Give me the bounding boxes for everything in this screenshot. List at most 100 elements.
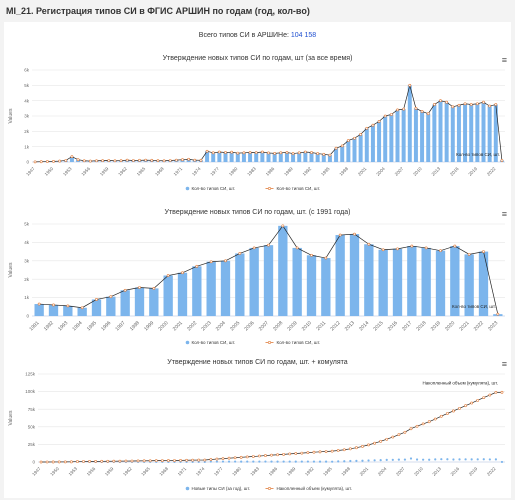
y-tick-label: 2k	[24, 129, 30, 134]
line-point	[439, 99, 442, 103]
yearly-point	[240, 460, 243, 463]
line-point	[123, 288, 127, 292]
x-tick-label: 1998	[129, 320, 141, 332]
x-tick-label: 1965	[136, 166, 147, 177]
yearly-point	[385, 458, 388, 461]
line-point	[316, 152, 320, 155]
yearly-point	[331, 460, 334, 463]
legend-item-bars[interactable]: Кол-во типов СИ, шт.	[185, 340, 236, 345]
cumulative-point	[264, 454, 267, 457]
yearly-point	[337, 460, 340, 463]
legend-item-line[interactable]: Кол-во типов СИ, шт.	[265, 186, 321, 191]
line-point	[58, 159, 62, 163]
bar	[407, 246, 417, 316]
cumulative-point	[215, 457, 219, 461]
chart-menu-icon[interactable]: ≡	[501, 359, 507, 369]
bar	[106, 296, 116, 316]
bar	[444, 102, 449, 162]
cumulative-point	[324, 450, 328, 453]
line-point	[199, 158, 203, 162]
y-tick-label: 0	[32, 460, 35, 465]
bar	[297, 152, 302, 162]
line-point	[193, 158, 197, 162]
cumulative-point	[69, 460, 73, 464]
x-tick-label: 2008	[272, 320, 284, 332]
x-tick-label: 2007	[258, 320, 270, 332]
bar	[475, 103, 480, 162]
cumulative-point	[476, 398, 480, 402]
line-point	[402, 107, 406, 111]
yearly-point	[349, 459, 352, 463]
yearly-point	[312, 460, 316, 463]
x-tick-label: 2016	[449, 166, 460, 177]
x-tick-label: 2022	[486, 166, 497, 177]
x-tick-label: 1992	[302, 166, 313, 177]
chart-menu-icon[interactable]: ≡	[501, 209, 507, 219]
chart-menu-icon[interactable]: ≡	[501, 55, 507, 65]
yearly-point	[428, 458, 431, 461]
line-point	[39, 160, 43, 164]
line-point	[482, 100, 485, 104]
x-tick-label: 1959	[99, 166, 110, 177]
legend-item-line[interactable]: Кол-во типов СИ, шт.	[265, 340, 321, 345]
yearly-point	[409, 457, 413, 460]
legend-item-bars[interactable]: Новые типы СИ (за год), шт.	[185, 486, 250, 491]
y-tick-label: 50k	[28, 424, 36, 429]
cumulative-point	[415, 424, 419, 428]
yearly-point	[276, 460, 279, 463]
x-tick-label: 1989	[283, 166, 294, 177]
x-tick-label: 2005	[229, 320, 241, 332]
cumulative-point	[160, 459, 164, 462]
bar	[211, 152, 216, 162]
bar	[77, 307, 87, 316]
line-point	[463, 102, 467, 106]
line-point	[138, 158, 141, 162]
line-point	[205, 149, 209, 153]
cumulative-point	[239, 455, 243, 459]
cumulative-point	[257, 454, 261, 458]
cumulative-point	[130, 459, 134, 463]
line-point	[82, 159, 86, 163]
yearly-point	[258, 460, 261, 463]
line-point	[324, 256, 328, 260]
x-tick-label: 1977	[209, 166, 220, 177]
bar	[349, 234, 360, 316]
x-tick-label: 1968	[154, 166, 165, 177]
y-axis-label: Values	[8, 262, 14, 277]
bar	[432, 104, 437, 162]
x-tick-label: 1983	[246, 166, 257, 177]
line-point	[224, 259, 227, 263]
x-tick-label: 1950	[49, 466, 60, 477]
line-point	[273, 152, 277, 155]
bar	[383, 116, 388, 162]
line-point	[426, 112, 430, 116]
cumulative-point	[191, 458, 195, 462]
bar	[63, 305, 73, 316]
line-point	[33, 160, 37, 164]
line-point	[453, 244, 457, 248]
cumulative-point	[409, 427, 413, 431]
bar	[263, 245, 274, 316]
x-tick-label: 1962	[122, 466, 133, 477]
line-point	[107, 159, 111, 162]
cumulative-point	[494, 391, 498, 394]
legend-item-bars[interactable]: Кол-во типов СИ, шт.	[185, 186, 236, 191]
cumulative-point	[373, 441, 377, 445]
x-tick-label: 2006	[243, 320, 255, 332]
y-tick-label: 3k	[24, 114, 30, 119]
bar	[327, 155, 332, 162]
line-point	[181, 158, 184, 162]
bar	[321, 154, 326, 162]
cumulative-point	[203, 458, 207, 462]
cumulative-point	[51, 460, 55, 464]
bar	[249, 247, 259, 316]
bar	[315, 153, 320, 162]
line-point	[80, 306, 84, 310]
line-point	[209, 260, 213, 264]
yearly-point	[215, 460, 219, 463]
bar	[401, 109, 406, 162]
line-point	[217, 150, 221, 154]
chart-all-time: Утверждение новых типов СИ по годам, шт …	[4, 48, 511, 198]
legend-marker	[267, 487, 271, 491]
legend-item-line[interactable]: Накопленный объем (кумулята), шт.	[265, 485, 352, 491]
